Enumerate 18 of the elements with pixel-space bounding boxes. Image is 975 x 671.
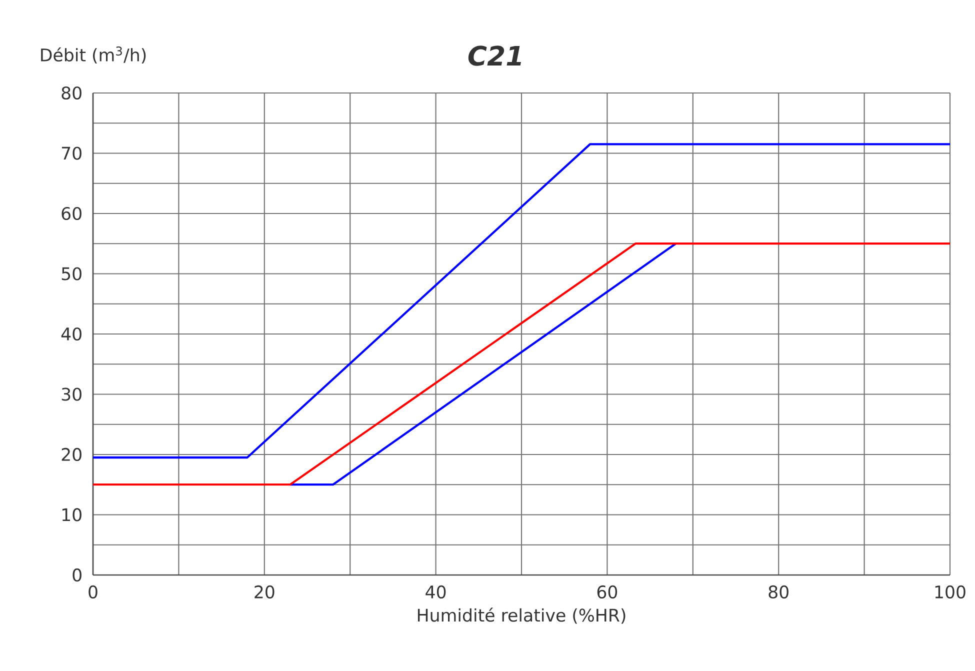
y-tick-label: 30 — [62, 388, 82, 401]
y-tick-label: 10 — [62, 508, 82, 522]
chart-title: C21 — [468, 46, 521, 66]
y-axis-title: Débit (m$^{3}$/h) — [41, 46, 146, 64]
x-tick-label: 60 — [597, 585, 618, 599]
x-tick-label: 20 — [254, 585, 274, 599]
x-tick-label: 80 — [768, 585, 788, 599]
y-tick-label: 50 — [62, 267, 82, 280]
y-tick-label: 0 — [72, 568, 82, 582]
y-tick-label: 70 — [62, 146, 82, 160]
y-tick-label: 80 — [62, 86, 82, 100]
x-tick-label: 100 — [935, 585, 966, 599]
x-tick-label: 0 — [88, 585, 98, 599]
y-tick-label: 60 — [62, 206, 82, 220]
x-tick-label: 40 — [426, 585, 446, 599]
y-tick-label: 40 — [61, 327, 82, 341]
x-axis-title: Humidité relative (%HR) — [418, 608, 626, 624]
y-tick-label: 20 — [62, 448, 82, 462]
